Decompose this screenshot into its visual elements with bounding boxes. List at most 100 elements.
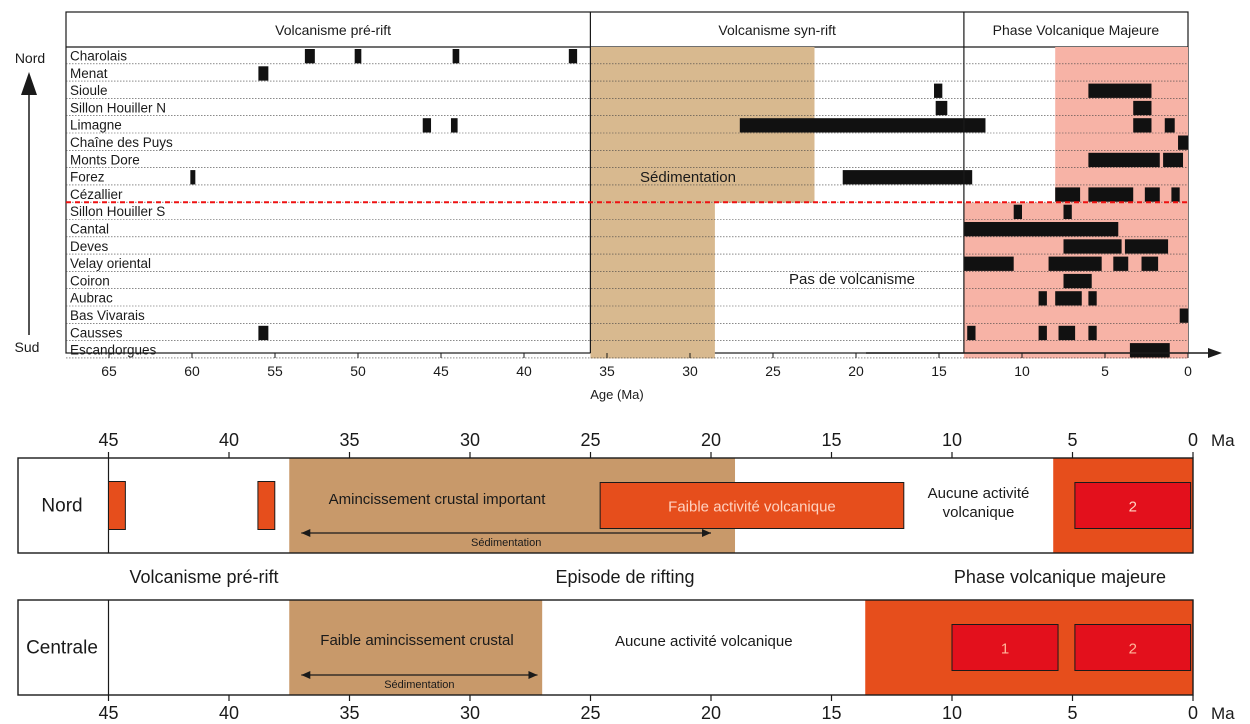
x-tick-label: 25 — [580, 703, 600, 723]
arrow-head-left-icon — [301, 671, 311, 679]
arrow-head-right-icon — [528, 671, 538, 679]
phase-label-volcanisme-pre-rift: Volcanisme pré-rift — [129, 567, 278, 587]
arrow-head-right-icon — [702, 529, 711, 537]
activity-box-label: Faible activité volcanique — [668, 499, 836, 516]
activity-bar-limagne — [739, 118, 986, 133]
x-tick-label: 55 — [267, 363, 283, 379]
segment-label: Aucune activité — [928, 485, 1030, 502]
phase-label-episode-de-rifting: Episode de rifting — [555, 567, 694, 587]
arrow-head-left-icon — [301, 529, 311, 537]
activity-bar-deves — [1063, 239, 1122, 254]
segment-aucune-activite-volcanique — [542, 600, 866, 695]
activity-box-pulse — [108, 481, 126, 530]
x-tick-label: 30 — [460, 703, 480, 723]
x-tick-label: 5 — [1101, 363, 1109, 379]
activity-bar-sioule — [934, 83, 943, 98]
x-tick-label: 15 — [931, 363, 947, 379]
activity-bar-charolais — [452, 49, 460, 64]
south-label: Sud — [15, 339, 40, 355]
row-label-sillon-houiller-n: Sillon Houiller N — [70, 100, 166, 115]
segment-faible-amincissement-crustal — [289, 600, 543, 695]
phase-label-volcanisme-pre-rift: Volcanisme pré-rift — [275, 22, 391, 38]
segment-label: volcanique — [943, 504, 1015, 521]
x-tick-label: 35 — [339, 703, 359, 723]
centrale-band: 1 2 Faible amincissement crustal Aucune act… — [17, 599, 1194, 696]
band-label-centrale: Centrale — [26, 638, 98, 659]
activity-bar-monts-dore — [1163, 152, 1184, 168]
row-label-monts-dore: Monts Dore — [70, 152, 140, 167]
activity-bar-sillon-houiller-n — [1133, 100, 1152, 116]
x-tick-label: 0 — [1188, 703, 1198, 723]
unit-label: Ma — [1211, 704, 1235, 723]
north-label: Nord — [15, 50, 45, 66]
activity-bar-limagne — [422, 118, 432, 133]
activity-bar-sillon-houiller-n — [935, 100, 948, 116]
activity-bar-limagne — [1133, 118, 1152, 133]
x-axis-label: Age (Ma) — [590, 387, 643, 402]
activity-bar-cezallier — [1144, 187, 1160, 202]
activity-bar-sioule — [1088, 83, 1152, 98]
x-tick-label: 60 — [184, 363, 200, 379]
row-label-velay-oriental: Velay oriental — [70, 256, 151, 271]
x-tick-label: 25 — [765, 363, 781, 379]
segment-label: Amincissement crustal important — [329, 491, 547, 508]
row-label-sillon-houiller-s: Sillon Houiller S — [70, 204, 165, 219]
activity-bar-causses — [1088, 325, 1097, 341]
x-tick-label: 10 — [1014, 363, 1030, 379]
row-label-sioule: Sioule — [70, 83, 108, 98]
phase-label-phase-volcanique-majeure: Phase Volcanique Majeure — [993, 22, 1160, 38]
activity-bar-aubrac — [1055, 291, 1082, 306]
activity-bar-causses — [1038, 325, 1047, 341]
activity-bar-limagne — [1164, 118, 1175, 133]
band-frame — [17, 457, 1194, 554]
activity-box-label: 1 — [1001, 641, 1009, 658]
x-tick-label: 30 — [460, 430, 480, 450]
activity-bar-aubrac — [1038, 291, 1047, 306]
x-tick-label: 20 — [701, 703, 721, 723]
row-label-bas-vivarais: Bas Vivarais — [70, 308, 145, 323]
activity-bar-causses — [1058, 325, 1076, 341]
x-tick-label: 15 — [821, 430, 841, 450]
x-tick-label: 5 — [1067, 430, 1077, 450]
activity-timeline-chart: Volcanisme pré-rift Volcanisme syn-rift Ph… — [15, 11, 1222, 402]
activity-bar-charolais — [304, 49, 315, 64]
row-label-causses: Causses — [70, 325, 123, 340]
activity-bar-deves — [1124, 239, 1169, 254]
x-tick-label: 30 — [682, 363, 698, 379]
activity-bar-monts-dore — [1088, 152, 1160, 168]
summary-timeline: 45 40 35 30 25 20 15 10 5 0 Ma Faible activité vol… — [17, 430, 1235, 723]
activity-box-label: 2 — [1129, 641, 1137, 658]
segment-label: Aucune activité volcanique — [615, 633, 793, 650]
sedimentation-label: Sédimentation — [471, 537, 541, 549]
band-label-nord: Nord — [41, 496, 82, 517]
row-label-chaine-des-puys: Chaîne des Puys — [70, 135, 173, 150]
row-label-cantal: Cantal — [70, 222, 109, 237]
nord-band: Faible activité volcanique 2 Amincissement… — [17, 457, 1194, 554]
activity-box-1 — [951, 624, 1059, 671]
activity-bar-coiron — [1063, 273, 1092, 289]
x-tick-label: 10 — [942, 703, 962, 723]
row-label-deves: Deves — [70, 239, 109, 254]
x-tick-label: 35 — [599, 363, 615, 379]
activity-bar-velay-oriental — [1113, 256, 1129, 271]
x-tick-label: 20 — [848, 363, 864, 379]
x-tick-label: 50 — [350, 363, 366, 379]
segment-aucune-activite-volcanique — [903, 458, 1054, 553]
activity-bar-escandorgues — [1129, 343, 1170, 358]
activity-bar-chaine-des-puys — [1178, 135, 1188, 150]
activity-box-label: 2 — [1129, 499, 1137, 516]
x-tick-label: 65 — [101, 363, 117, 379]
x-tick-label: 40 — [219, 430, 239, 450]
activity-bar-velay-oriental — [1048, 256, 1102, 271]
activity-bar-velay-oriental — [963, 256, 1014, 271]
activity-bar-cezallier — [1055, 187, 1081, 202]
x-tick-label: 40 — [219, 703, 239, 723]
activity-bar-menat — [258, 66, 269, 81]
activity-bar-bas-vivarais — [1179, 308, 1188, 323]
x-tick-label: 35 — [339, 430, 359, 450]
activity-bar-charolais — [568, 49, 578, 64]
row-label-menat: Menat — [70, 66, 108, 81]
x-tick-label: 0 — [1184, 363, 1192, 379]
x-tick-label: 45 — [98, 430, 118, 450]
